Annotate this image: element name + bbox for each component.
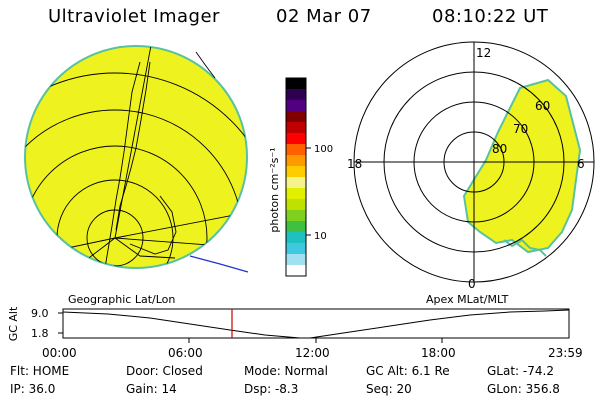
colorbar-stripe — [286, 221, 306, 233]
colorbar-unit-label: photon cm⁻²s⁻¹ — [268, 147, 281, 232]
colorbar-tick-10: 10 — [314, 231, 327, 242]
colorbar: 100 10 photon cm⁻²s⁻¹ — [268, 77, 333, 277]
x-tick-label-0000: 00:00 — [42, 346, 77, 360]
meridian-line — [114, 46, 153, 239]
mlt-label-0: 0 — [468, 277, 476, 291]
y-tick-label-low: 1.8 — [31, 327, 49, 340]
x-tick-label-1800: 18:00 — [421, 346, 456, 360]
colorbar-stripe — [286, 166, 306, 178]
mlt-label-18: 18 — [347, 157, 362, 171]
colorbar-stripe — [286, 111, 306, 123]
terminator-line — [195, 51, 216, 79]
gain-readout: Gain: 14 — [126, 382, 177, 396]
right-panel-label: Apex MLat/MLT — [426, 293, 509, 306]
uv-emission-disk — [24, 45, 248, 269]
y-tick-label-high: 9.0 — [31, 307, 49, 320]
ip-readout: IP: 36.0 — [10, 382, 56, 396]
coastline — [129, 195, 177, 255]
altitude-curve — [62, 309, 570, 339]
colorbar-frame — [285, 77, 307, 277]
mlat-label-70: 70 — [513, 122, 528, 136]
magnetic-polar-panel: 12 18 6 0 60 70 80 — [347, 41, 595, 291]
mode-status: Mode: Normal — [244, 364, 328, 378]
mlt-label-6: 6 — [577, 157, 585, 171]
x-tick-label-1200: 12:00 — [295, 346, 330, 360]
geo-longitude-readout: GLon: 356.8 — [487, 382, 560, 396]
y-axis-label: GC Alt — [7, 306, 20, 341]
door-status: Door: Closed — [126, 364, 203, 378]
orbit-track — [189, 255, 249, 273]
altitude-timeline-plot: 9.0 1.8 GC Alt — [7, 306, 570, 343]
time-readout: 08:10:22 UT — [432, 6, 549, 27]
colorbar-stripe — [286, 89, 306, 101]
colorbar-stripes — [286, 78, 306, 277]
meridian-line — [114, 211, 247, 239]
date-readout: 02 Mar 07 — [276, 6, 372, 27]
latitude-circle — [25, 145, 208, 268]
gc-altitude-readout: GC Alt: 6.1 Re — [366, 364, 450, 378]
colorbar-stripe — [286, 177, 306, 189]
colorbar-stripe — [286, 100, 306, 112]
mlat-label-80: 80 — [492, 142, 507, 156]
coastline — [115, 61, 151, 231]
coastline — [104, 61, 141, 268]
coastline — [114, 237, 176, 259]
mlt-label-12: 12 — [476, 46, 491, 60]
colorbar-stripe — [286, 144, 306, 156]
sequence-readout: Seq: 20 — [366, 382, 412, 396]
colorbar-stripe — [286, 133, 306, 145]
colorbar-stripe — [286, 188, 306, 200]
colorbar-stripe — [286, 254, 306, 266]
colorbar-stripe — [286, 155, 306, 167]
colorbar-tick-100: 100 — [314, 144, 333, 155]
colorbar-stripe — [286, 122, 306, 134]
latitude-circle — [25, 72, 247, 268]
colorbar-stripe — [286, 232, 306, 244]
polar-grid — [354, 42, 594, 282]
left-panel-label: Geographic Lat/Lon — [68, 293, 176, 306]
geo-latitude-readout: GLat: -74.2 — [487, 364, 554, 378]
colorbar-stripe — [286, 199, 306, 211]
instrument-title: Ultraviolet Imager — [48, 6, 220, 27]
colorbar-stripe — [286, 265, 306, 277]
x-tick-label-0600: 06:00 — [168, 346, 203, 360]
colorbar-stripe — [286, 210, 306, 222]
flight-status: Flt: HOME — [10, 364, 70, 378]
x-tick-label-2359: 23:59 — [548, 346, 583, 360]
dsp-readout: Dsp: -8.3 — [244, 382, 299, 396]
colorbar-stripe — [286, 243, 306, 255]
mlat-label-60: 60 — [535, 99, 550, 113]
auroral-oval-edge — [503, 238, 547, 257]
colorbar-stripe — [286, 78, 306, 90]
